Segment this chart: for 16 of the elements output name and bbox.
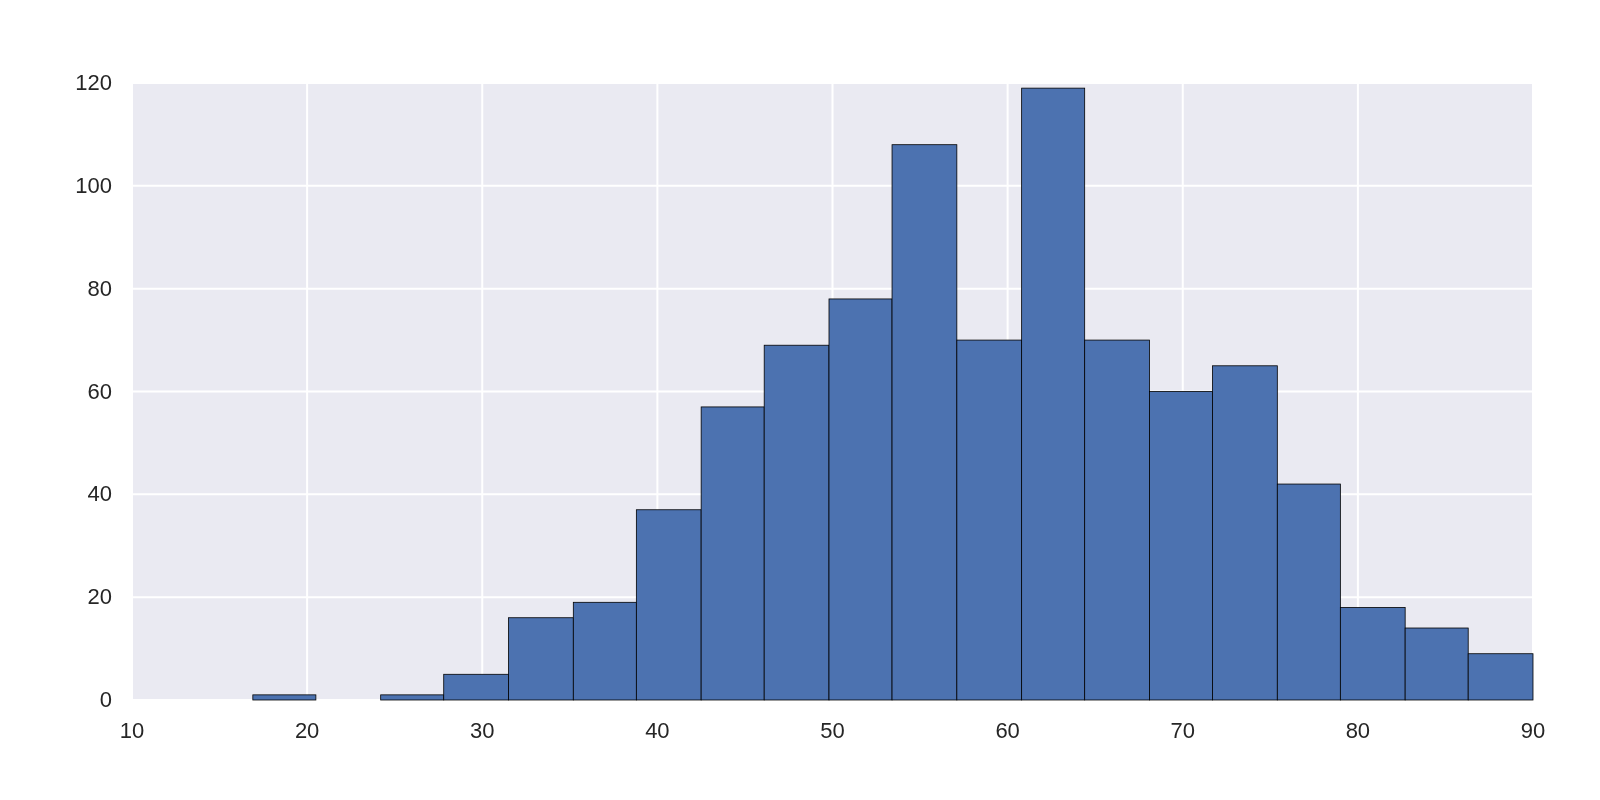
- y-tick-label: 60: [87, 378, 112, 404]
- x-tick-label: 90: [1520, 718, 1546, 743]
- x-tick-label: 80: [1345, 718, 1371, 743]
- x-tick-label: 10: [119, 718, 145, 743]
- x-tick-label: 60: [995, 718, 1020, 743]
- y-tick-label: 100: [75, 172, 112, 198]
- y-tick-label: 80: [87, 275, 112, 301]
- x-tick-label: 30: [470, 718, 495, 743]
- x-tick-label: 50: [820, 718, 845, 743]
- y-tick-label: 40: [87, 481, 112, 507]
- x-tick-label: 40: [645, 718, 670, 743]
- x-tick-label: 70: [1170, 718, 1195, 743]
- x-tick-label: 20: [294, 718, 320, 743]
- y-tick-label: 120: [75, 70, 112, 95]
- y-tick-label: 20: [87, 584, 112, 610]
- y-tick-label: 0: [99, 687, 112, 712]
